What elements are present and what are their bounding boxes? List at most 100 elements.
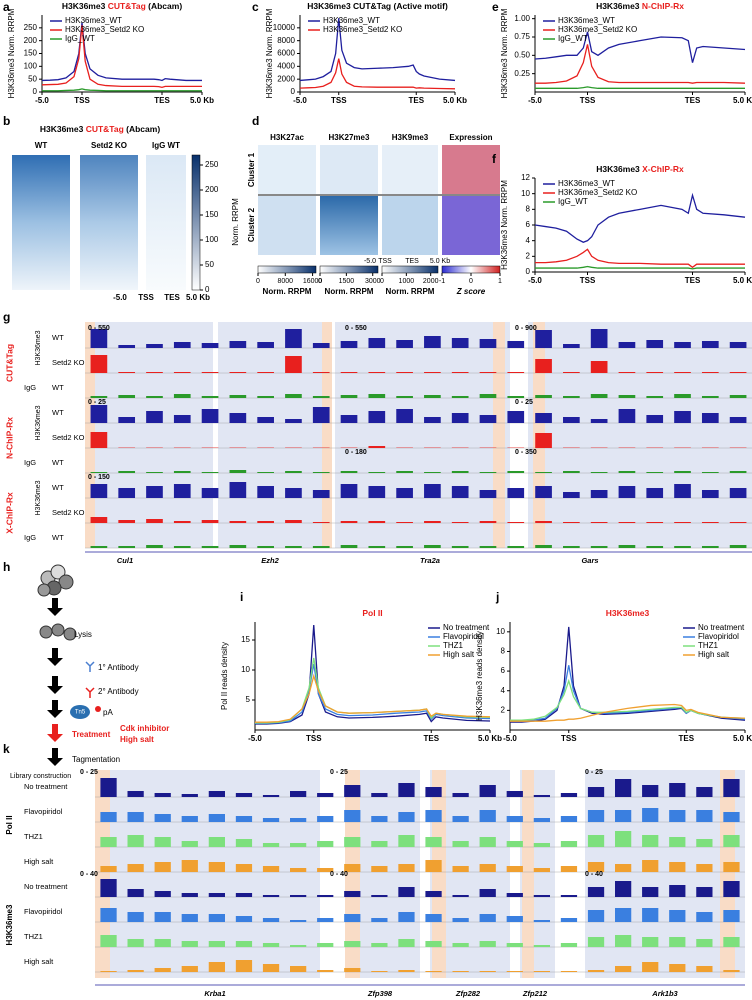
track-signal	[479, 914, 496, 922]
track-signal	[723, 835, 740, 847]
title-part: H3K36me3	[606, 608, 650, 618]
track-label: THZ1	[24, 932, 43, 941]
track-signal	[146, 472, 163, 473]
y-tick-label: 250	[24, 23, 38, 32]
track-signal	[229, 521, 247, 523]
track-signal	[118, 372, 136, 373]
track-signal	[506, 841, 523, 847]
track-signal	[535, 359, 552, 373]
colorbar-tick-label: 16000	[303, 278, 323, 285]
track-signal	[723, 970, 740, 972]
title-part: (Abcam)	[124, 124, 161, 134]
track-signal	[181, 941, 198, 947]
track-signal	[535, 472, 552, 473]
track-signal	[696, 787, 713, 797]
y-tick-label: 0.25	[514, 69, 530, 78]
track-signal	[563, 372, 580, 373]
track-signal	[696, 912, 713, 922]
y-tick-label: 150	[24, 49, 38, 58]
track-signal	[674, 546, 691, 548]
track-signal	[479, 837, 496, 847]
track-signal	[396, 522, 413, 523]
line	[510, 665, 746, 722]
track-signal	[118, 417, 136, 423]
track-signal	[507, 522, 525, 523]
track-signal	[118, 471, 136, 473]
track-signal	[451, 471, 469, 473]
track-signal	[701, 396, 719, 398]
y-axis-label: H3K36me3 Norm. RRPM	[7, 8, 16, 98]
track-signal	[642, 808, 659, 822]
track-signal	[262, 866, 280, 872]
track-signal	[257, 396, 274, 398]
heatmap	[320, 195, 378, 255]
x-tick-label: TSS	[378, 258, 392, 265]
track-signal	[208, 791, 225, 797]
track-signal	[674, 484, 691, 498]
track-signal	[181, 893, 198, 897]
legend-label: H3K36me3_Setd2 KO	[65, 25, 144, 34]
track-signal	[312, 396, 330, 398]
track-signal	[181, 860, 198, 872]
track-signal	[257, 472, 274, 473]
x-tick-label: 5.0 Kb	[186, 293, 210, 302]
track-signal	[590, 472, 608, 473]
track-signal	[118, 395, 136, 398]
title-part: CUT&Tag	[86, 124, 124, 134]
track-signal	[646, 372, 664, 373]
legend-label: H3K36me3_Setd2 KO	[558, 25, 637, 34]
track-signal	[229, 545, 247, 548]
line	[41, 22, 202, 82]
track-signal	[479, 971, 496, 972]
x-tick-label: -5.0	[113, 293, 127, 302]
track-signal	[90, 472, 108, 473]
x-tick-label: TSS	[138, 293, 154, 302]
track-signal	[90, 432, 108, 448]
track-signal	[479, 372, 497, 373]
track-signal	[618, 471, 636, 473]
y-tick-label: 4	[526, 236, 531, 245]
track-signal	[507, 411, 525, 423]
colorbar-label: Norm. RRPM	[263, 287, 312, 296]
x-tick-label: TES	[685, 276, 701, 285]
gene-name: Tra2a	[420, 556, 440, 565]
track-signal	[181, 794, 198, 797]
track-signal	[173, 484, 191, 498]
track-signal	[290, 818, 307, 822]
track-signal	[618, 486, 636, 498]
track-signal	[146, 519, 163, 523]
panel-label: a	[3, 0, 10, 14]
track-label: WT	[52, 383, 64, 392]
track-signal	[201, 546, 219, 548]
track-signal	[127, 812, 144, 822]
track-signal	[479, 339, 497, 348]
column-label: IgG WT	[152, 141, 180, 150]
track-signal	[371, 895, 388, 897]
track-label: High salt	[24, 957, 54, 966]
track-signal	[615, 966, 632, 972]
track-signal	[507, 341, 525, 348]
track-signal	[173, 394, 191, 398]
track-signal	[146, 396, 163, 398]
track-signal	[451, 486, 469, 498]
track-signal	[371, 841, 388, 847]
track-signal	[100, 778, 117, 797]
group-label: H3K36me3	[35, 480, 42, 515]
chart-title: H3K36me3 CUT&Tag (Active motif)	[307, 1, 448, 11]
track-signal	[563, 417, 580, 423]
track-signal	[560, 943, 578, 947]
line	[255, 624, 491, 725]
track-label: WT	[52, 333, 64, 342]
track-signal	[127, 864, 144, 872]
track-signal	[257, 417, 274, 423]
group-label: H3K36me3	[35, 330, 42, 365]
track-signal	[674, 372, 691, 373]
track-signal	[208, 837, 225, 847]
track-signal	[615, 908, 632, 922]
x-tick-label: TES	[685, 96, 701, 105]
x-tick-label: TES	[408, 96, 424, 105]
track-range: 0 - 40	[585, 871, 603, 878]
group-label: H3K36me3	[5, 904, 14, 945]
track-signal	[312, 343, 330, 348]
